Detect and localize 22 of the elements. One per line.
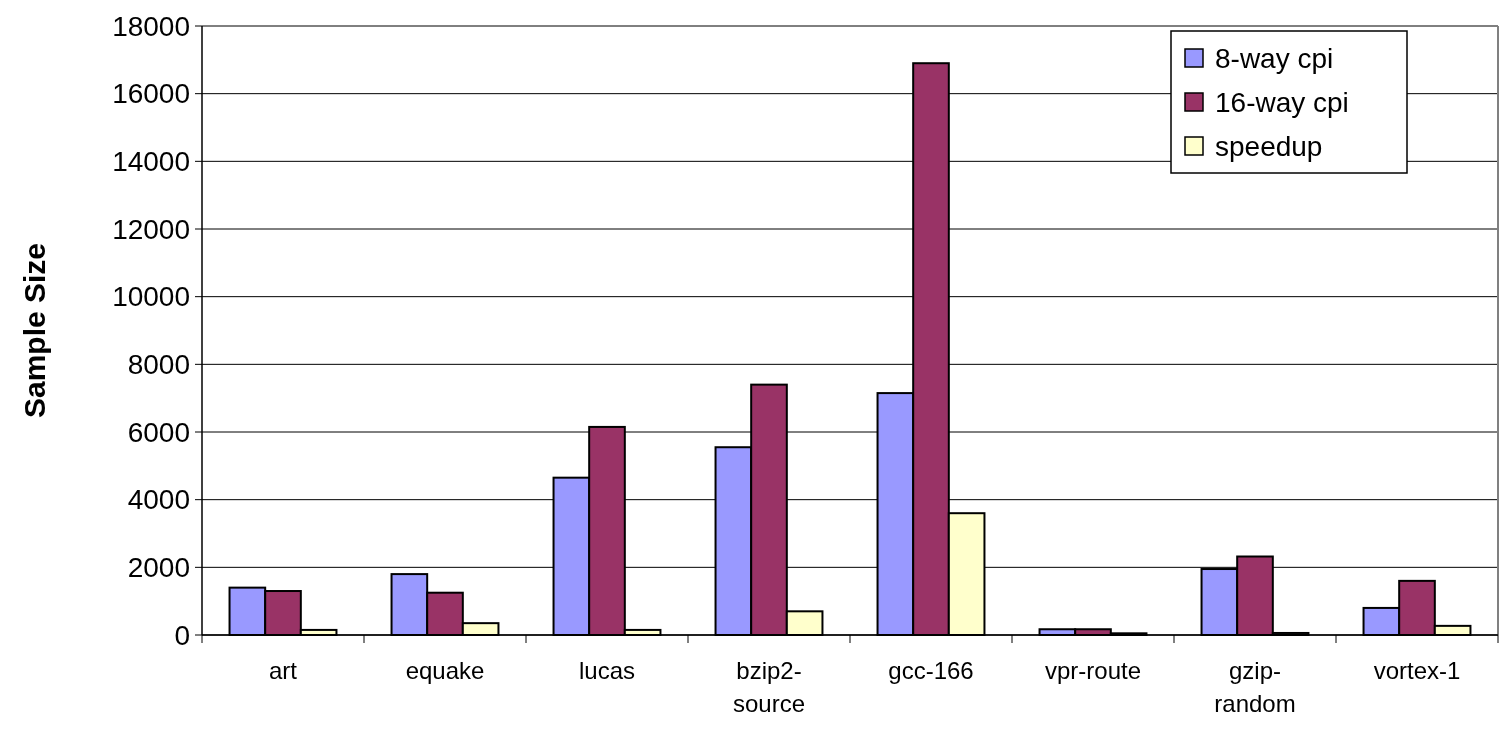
- y-tick-label: 6000: [127, 416, 190, 448]
- x-tick-label: lucas: [578, 657, 636, 684]
- x-tick-label: vortex-1: [1373, 657, 1461, 684]
- x-tick-label: vpr-route: [1044, 657, 1142, 684]
- legend-label: 8-way cpi: [1215, 42, 1334, 74]
- y-axis-title: Sample Size: [18, 242, 51, 419]
- x-tick-label: art: [268, 657, 298, 684]
- y-tick-label: 16000: [112, 78, 190, 110]
- x-tick-label: gcc-166: [888, 657, 974, 684]
- y-tick-label: 18000: [112, 10, 190, 42]
- y-tick-label: 4000: [127, 484, 190, 516]
- y-tick-label: 8000: [127, 349, 190, 381]
- y-tick-label: 10000: [112, 281, 190, 313]
- y-tick-label: 2000: [127, 552, 190, 584]
- y-tick-label: 12000: [112, 213, 190, 245]
- x-tick-label: bzip2- source: [732, 657, 806, 717]
- legend-label: 16-way cpi: [1215, 86, 1349, 118]
- x-tick-label: equake: [405, 657, 485, 684]
- x-tick-label: gzip- random: [1214, 657, 1296, 717]
- y-tick-label: 0: [174, 619, 190, 651]
- y-tick-label: 14000: [112, 146, 190, 178]
- legend-label: speedup: [1215, 130, 1323, 162]
